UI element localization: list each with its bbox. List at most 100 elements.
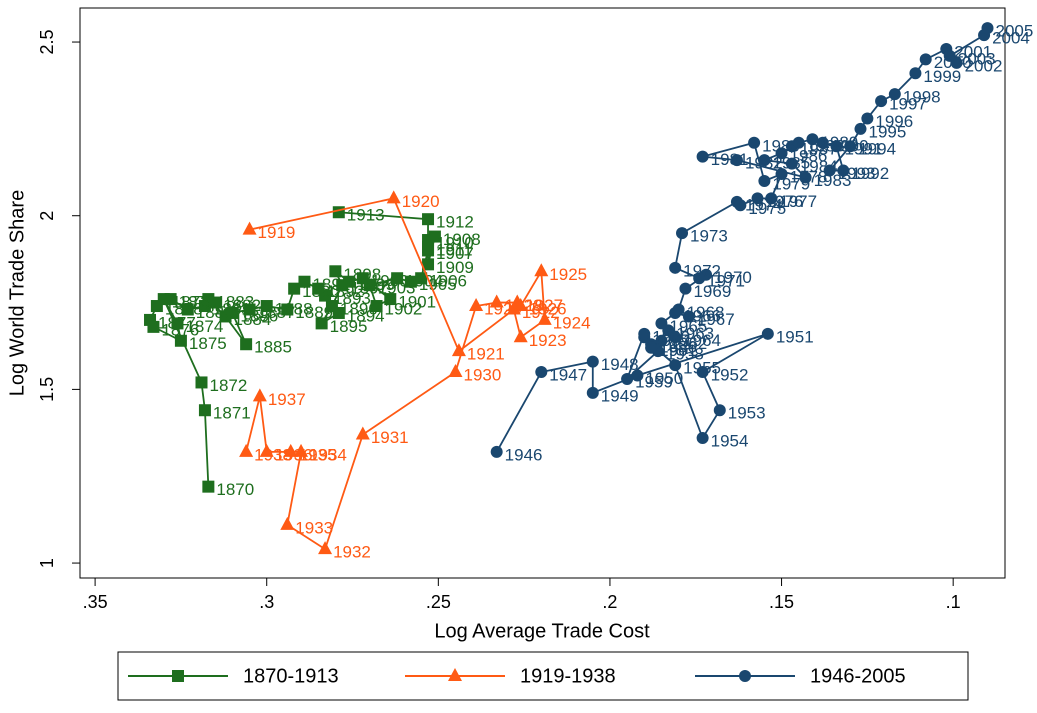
point-label: 1985 bbox=[772, 154, 810, 173]
point bbox=[384, 293, 397, 306]
point-label: 1961 bbox=[659, 341, 697, 360]
point bbox=[679, 282, 692, 295]
point bbox=[758, 154, 771, 167]
point bbox=[315, 317, 328, 330]
point bbox=[799, 171, 812, 184]
point-label: 1904 bbox=[405, 272, 443, 291]
point-label: 2000 bbox=[934, 53, 972, 72]
point bbox=[909, 67, 922, 80]
y-tick-label: 2 bbox=[37, 211, 57, 221]
point-label: 1978 bbox=[790, 168, 828, 187]
legend-marker bbox=[739, 670, 751, 682]
point-label: 1992 bbox=[851, 164, 889, 183]
point-label: 1995 bbox=[869, 122, 907, 141]
point bbox=[655, 317, 668, 330]
point-label: 1994 bbox=[858, 140, 896, 159]
point bbox=[761, 327, 774, 340]
point-label: 1875 bbox=[189, 334, 227, 353]
point bbox=[329, 265, 342, 278]
point-label: 1972 bbox=[683, 261, 721, 280]
point-label: 2004 bbox=[992, 29, 1030, 48]
point bbox=[638, 327, 651, 340]
point-label: 1925 bbox=[549, 265, 587, 284]
point-label: 1997 bbox=[889, 95, 927, 114]
point bbox=[252, 388, 267, 402]
point bbox=[631, 369, 644, 382]
point-label: 1938 bbox=[254, 445, 292, 464]
point bbox=[355, 426, 370, 440]
point bbox=[748, 136, 761, 149]
point-label: 1968 bbox=[687, 303, 725, 322]
point-label: 1970 bbox=[714, 268, 752, 287]
point bbox=[174, 334, 187, 347]
point-label: 1879 bbox=[179, 293, 217, 312]
point-label: 1870 bbox=[216, 480, 254, 499]
x-axis-label: Log Average Trade Cost bbox=[434, 620, 650, 642]
point-label: 1931 bbox=[371, 428, 409, 447]
point-label: 1966 bbox=[683, 306, 721, 325]
point-label: 1877 bbox=[158, 313, 196, 332]
point-label: 1980 bbox=[762, 136, 800, 155]
point-label: 1920 bbox=[402, 192, 440, 211]
point-label: 2002 bbox=[965, 56, 1003, 75]
point bbox=[696, 150, 709, 163]
point-label: 1933 bbox=[295, 518, 333, 537]
point-label: 1930 bbox=[463, 366, 501, 385]
x-tick-label: .35 bbox=[83, 592, 108, 612]
point bbox=[669, 331, 682, 344]
point-label: 1959 bbox=[635, 372, 673, 391]
point-label: 1960 bbox=[652, 327, 690, 346]
point bbox=[448, 364, 463, 378]
point bbox=[696, 432, 709, 445]
point-label: 1900 bbox=[371, 272, 409, 291]
point-label: 1973 bbox=[690, 227, 728, 246]
point-label: 1872 bbox=[210, 376, 248, 395]
point bbox=[943, 49, 956, 62]
point bbox=[422, 258, 435, 271]
point-label: 1896 bbox=[340, 300, 378, 319]
point-label: 1982 bbox=[745, 154, 783, 173]
point-label: 1969 bbox=[693, 282, 731, 301]
point bbox=[415, 272, 428, 285]
point bbox=[806, 133, 819, 146]
x-tick-label: .1 bbox=[946, 592, 961, 612]
point bbox=[260, 300, 273, 313]
point-label: 1913 bbox=[347, 206, 385, 225]
point-label: 1975 bbox=[748, 199, 786, 218]
point-label: 1907 bbox=[436, 244, 474, 263]
legend-box bbox=[117, 651, 969, 701]
point-label: 1976 bbox=[766, 192, 804, 211]
point bbox=[765, 192, 778, 205]
point bbox=[919, 53, 932, 66]
point-label: 1964 bbox=[683, 331, 721, 350]
point bbox=[150, 300, 163, 313]
point-label: 1884 bbox=[234, 310, 272, 329]
point-label: 1949 bbox=[601, 386, 639, 405]
point-label: 1947 bbox=[549, 366, 587, 385]
point bbox=[363, 279, 376, 292]
point bbox=[386, 190, 401, 204]
point-label: 1921 bbox=[467, 345, 505, 364]
y-axis-label: Log World Trade Share bbox=[6, 190, 28, 396]
point-label: 1876 bbox=[161, 320, 199, 339]
point bbox=[490, 445, 503, 458]
point-label: 1990 bbox=[831, 136, 869, 155]
point-label: 1958 bbox=[666, 345, 704, 364]
point bbox=[198, 404, 211, 417]
point bbox=[775, 168, 788, 181]
point-label: 1996 bbox=[875, 112, 913, 131]
point-label: 2003 bbox=[958, 49, 996, 68]
point-label: 1946 bbox=[505, 445, 543, 464]
legend-label: 1919-1938 bbox=[520, 665, 616, 687]
point-label: 1927 bbox=[525, 296, 563, 315]
point-label: 1998 bbox=[903, 88, 941, 107]
point bbox=[281, 303, 294, 316]
point-label: 1883 bbox=[216, 293, 254, 312]
point-label: 1965 bbox=[669, 317, 707, 336]
point bbox=[734, 199, 747, 212]
point-label: 1937 bbox=[268, 390, 306, 409]
point bbox=[696, 366, 709, 379]
point-label: 1962 bbox=[669, 334, 707, 353]
point-label: 1924 bbox=[553, 313, 591, 332]
